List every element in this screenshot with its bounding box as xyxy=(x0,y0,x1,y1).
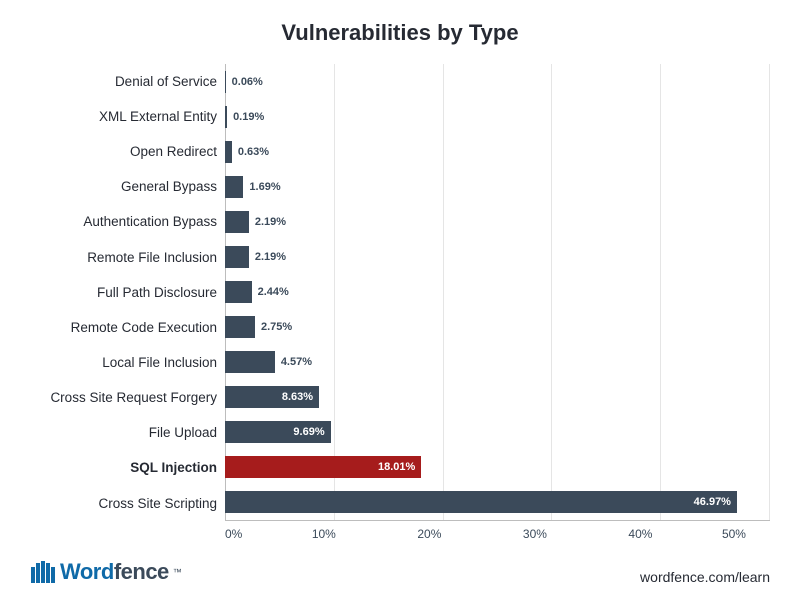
bar: 1.69% xyxy=(225,176,243,198)
bar-slot: 0.63% xyxy=(225,141,770,163)
bars: 0.06% 0.19% 0.63% 1.69% 2.19% 2.19% 2.44% 2.75%… xyxy=(225,64,770,520)
category-label: SQL Injection xyxy=(30,461,217,475)
bar-slot: 8.63% xyxy=(225,386,770,408)
bar-slot: 9.69% xyxy=(225,421,770,443)
bar-slot: 2.19% xyxy=(225,211,770,233)
value-label: 0.19% xyxy=(233,111,264,123)
plot-row: Denial of Service XML External Entity Open… xyxy=(30,64,770,521)
category-label: Open Redirect xyxy=(30,145,217,159)
bar-slot: 0.06% xyxy=(225,71,770,93)
category-label: Denial of Service xyxy=(30,75,217,89)
category-label: Full Path Disclosure xyxy=(30,286,217,300)
bar: 0.63% xyxy=(225,141,232,163)
category-label: General Bypass xyxy=(30,180,217,194)
shield-building-icon xyxy=(30,561,56,583)
x-axis-row: 0% 10% 20% 30% 40% 50% xyxy=(30,521,770,541)
bar: 0.06% xyxy=(225,71,226,93)
bar: 4.57% xyxy=(225,351,275,373)
x-tick-label: 40% xyxy=(628,527,652,541)
bar: 9.69% xyxy=(225,421,331,443)
bar: 2.19% xyxy=(225,246,249,268)
value-label: 18.01% xyxy=(378,461,415,473)
value-label: 46.97% xyxy=(694,496,731,508)
category-label: File Upload xyxy=(30,426,217,440)
bar: 18.01% xyxy=(225,456,421,478)
value-label: 4.57% xyxy=(281,356,312,368)
value-label: 2.75% xyxy=(261,321,292,333)
value-label: 2.44% xyxy=(258,286,289,298)
x-tick-label: 10% xyxy=(312,527,336,541)
x-tick-label: 0% xyxy=(225,527,242,541)
x-tick-label: 20% xyxy=(417,527,441,541)
category-label: Cross Site Scripting xyxy=(30,497,217,511)
value-label: 1.69% xyxy=(249,181,280,193)
value-label: 0.63% xyxy=(238,146,269,158)
bar-slot: 2.19% xyxy=(225,246,770,268)
value-label: 2.19% xyxy=(255,251,286,263)
value-label: 9.69% xyxy=(293,426,324,438)
category-label: Remote File Inclusion xyxy=(30,251,217,265)
category-label: Local File Inclusion xyxy=(30,356,217,370)
chart-container: Vulnerabilities by Type Denial of Servic… xyxy=(0,0,800,597)
bar-slot: 46.97% xyxy=(225,491,770,513)
trademark-symbol: ™ xyxy=(173,567,182,577)
bar-slot: 18.01% xyxy=(225,456,770,478)
bar-slot: 2.44% xyxy=(225,281,770,303)
logo-text: Wordfence xyxy=(60,559,169,585)
value-label: 8.63% xyxy=(282,391,313,403)
y-axis-labels: Denial of Service XML External Entity Open… xyxy=(30,64,225,521)
bar: 2.75% xyxy=(225,316,255,338)
value-label: 2.19% xyxy=(255,216,286,228)
bar: 0.19% xyxy=(225,106,227,128)
wordfence-logo: Wordfence ™ xyxy=(30,559,182,585)
bar: 46.97% xyxy=(225,491,737,513)
category-label: Remote Code Execution xyxy=(30,321,217,335)
footer: Wordfence ™ wordfence.com/learn xyxy=(30,559,770,585)
x-axis-labels: 0% 10% 20% 30% 40% 50% xyxy=(225,521,770,541)
x-tick-label: 50% xyxy=(722,527,746,541)
bar-slot: 2.75% xyxy=(225,316,770,338)
credit-text: wordfence.com/learn xyxy=(640,569,770,585)
category-label: XML External Entity xyxy=(30,110,217,124)
bar: 2.19% xyxy=(225,211,249,233)
value-label: 0.06% xyxy=(232,76,263,88)
x-tick-label: 30% xyxy=(523,527,547,541)
bar: 8.63% xyxy=(225,386,319,408)
bar-slot: 1.69% xyxy=(225,176,770,198)
plot-area: 0.06% 0.19% 0.63% 1.69% 2.19% 2.19% 2.44% 2.75%… xyxy=(225,64,770,521)
category-label: Authentication Bypass xyxy=(30,215,217,229)
bar-slot: 4.57% xyxy=(225,351,770,373)
bar: 2.44% xyxy=(225,281,252,303)
chart-title: Vulnerabilities by Type xyxy=(30,20,770,46)
bar-slot: 0.19% xyxy=(225,106,770,128)
category-label: Cross Site Request Forgery xyxy=(30,391,217,405)
